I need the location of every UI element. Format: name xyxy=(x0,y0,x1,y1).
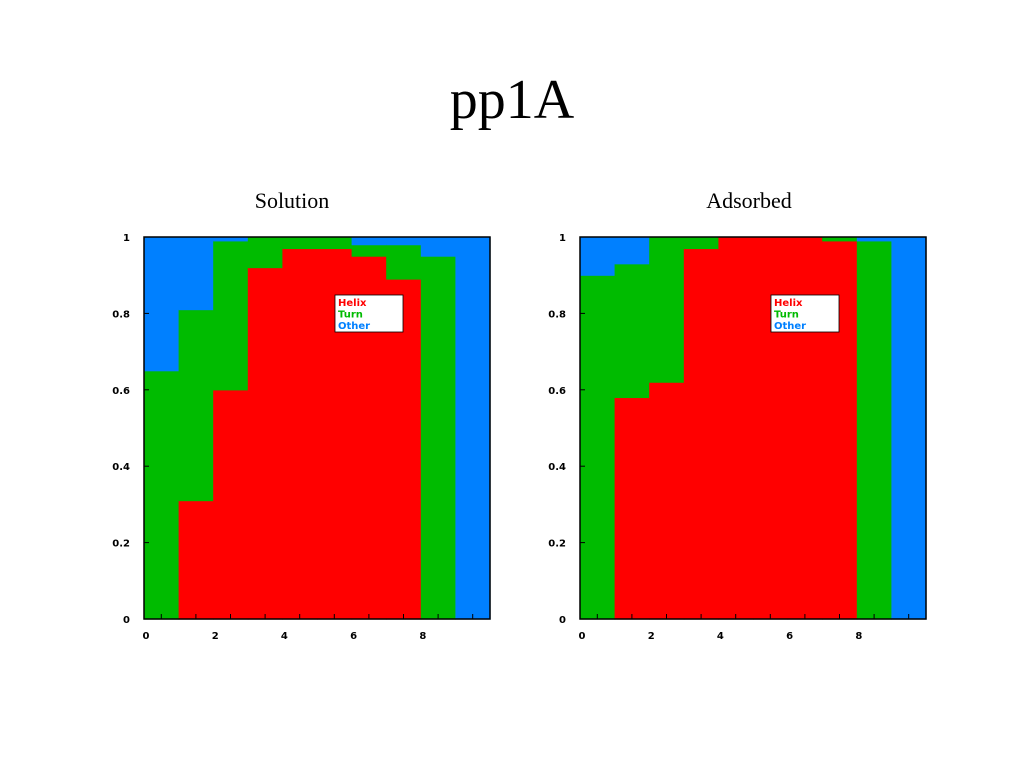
adsorbed-plot-frame xyxy=(579,236,927,620)
solution-bar-turn-6 xyxy=(351,244,387,257)
solution-y-tick-label: 1 xyxy=(123,233,130,244)
solution-bar-other-7 xyxy=(386,237,422,246)
solution-bar-helix-4 xyxy=(282,248,318,620)
adsorbed-bar-helix-4 xyxy=(718,237,754,620)
solution-bar-other-6 xyxy=(351,237,387,246)
adsorbed-bar-other-8 xyxy=(856,237,892,242)
solution-bar-other-9 xyxy=(455,237,491,620)
solution-legend-turn: Turn xyxy=(338,310,363,321)
solution-x-tick-label: 2 xyxy=(212,631,219,642)
adsorbed-bar-other-9 xyxy=(891,237,927,620)
solution-x-tick-label: 0 xyxy=(143,631,150,642)
adsorbed-bar-turn-8 xyxy=(856,240,892,620)
adsorbed-bar-turn-7 xyxy=(822,237,858,242)
adsorbed-y-tick-label: 0 xyxy=(559,615,566,626)
solution-legend-box xyxy=(334,294,404,333)
adsorbed-bar-other-0 xyxy=(580,237,616,276)
solution-legend-helix: Helix xyxy=(338,298,367,309)
solution-bar-other-0 xyxy=(144,237,180,372)
adsorbed-bar-helix-3 xyxy=(683,248,719,620)
solution-y-tick-label: 0.8 xyxy=(112,309,130,320)
solution-bar-turn-8 xyxy=(420,256,456,620)
solution-x-tick-label: 8 xyxy=(419,631,426,642)
solution-bar-other-8 xyxy=(420,237,456,257)
slide-title: pp1A xyxy=(449,69,575,131)
adsorbed-bar-other-1 xyxy=(614,237,650,265)
solution-bar-turn-2 xyxy=(213,240,249,391)
solution-plot-frame xyxy=(143,236,491,620)
adsorbed-x-tick-label: 8 xyxy=(855,631,862,642)
solution-x-tick-label: 6 xyxy=(350,631,357,642)
solution-y-tick-label: 0.2 xyxy=(112,539,130,550)
solution-bar-helix-2 xyxy=(213,389,249,620)
solution-bar-helix-7 xyxy=(386,279,422,620)
adsorbed-legend-other: Other xyxy=(774,321,806,332)
adsorbed-x-tick-label: 0 xyxy=(579,631,586,642)
solution-bar-turn-5 xyxy=(317,237,353,250)
solution-bar-other-2 xyxy=(213,237,249,242)
solution-bar-other-1 xyxy=(178,237,214,311)
adsorbed-bar-turn-3 xyxy=(683,237,719,250)
adsorbed-bar-helix-5 xyxy=(753,237,789,620)
adsorbed-bar-helix-6 xyxy=(787,237,823,620)
adsorbed-x-tick-label: 4 xyxy=(717,631,724,642)
adsorbed-x-tick-label: 6 xyxy=(786,631,793,642)
adsorbed-x-tick-label: 2 xyxy=(648,631,655,642)
adsorbed-bar-helix-1 xyxy=(614,397,650,620)
adsorbed-bar-turn-2 xyxy=(649,237,685,383)
adsorbed-bar-turn-1 xyxy=(614,263,650,399)
solution-y-tick-label: 0.4 xyxy=(112,462,130,473)
adsorbed-y-tick-label: 0.6 xyxy=(548,386,566,397)
adsorbed-y-tick-label: 0.4 xyxy=(548,462,566,473)
chart-title-adsorbed: Adsorbed xyxy=(706,188,792,213)
solution-bar-helix-3 xyxy=(247,267,283,620)
solution-bar-turn-1 xyxy=(178,309,214,502)
adsorbed-legend-helix: Helix xyxy=(774,298,803,309)
solution-bar-turn-4 xyxy=(282,237,318,250)
adsorbed-bar-helix-2 xyxy=(649,382,685,620)
solution-bar-helix-1 xyxy=(178,500,214,620)
solution-bar-turn-0 xyxy=(144,370,180,620)
adsorbed-y-tick-label: 1 xyxy=(559,233,566,244)
solution-legend-other: Other xyxy=(338,321,370,332)
solution-bar-turn-7 xyxy=(386,244,422,280)
solution-y-tick-label: 0.6 xyxy=(112,386,130,397)
chart-title-solution: Solution xyxy=(254,188,330,213)
adsorbed-legend-turn: Turn xyxy=(774,310,799,321)
adsorbed-y-tick-label: 0.2 xyxy=(548,539,566,550)
solution-y-tick-label: 0 xyxy=(123,615,130,626)
adsorbed-legend-box xyxy=(770,294,840,333)
solution-x-tick-label: 4 xyxy=(281,631,288,642)
adsorbed-y-tick-label: 0.8 xyxy=(548,309,566,320)
solution-bar-turn-3 xyxy=(247,237,283,269)
adsorbed-bar-turn-0 xyxy=(580,275,616,620)
